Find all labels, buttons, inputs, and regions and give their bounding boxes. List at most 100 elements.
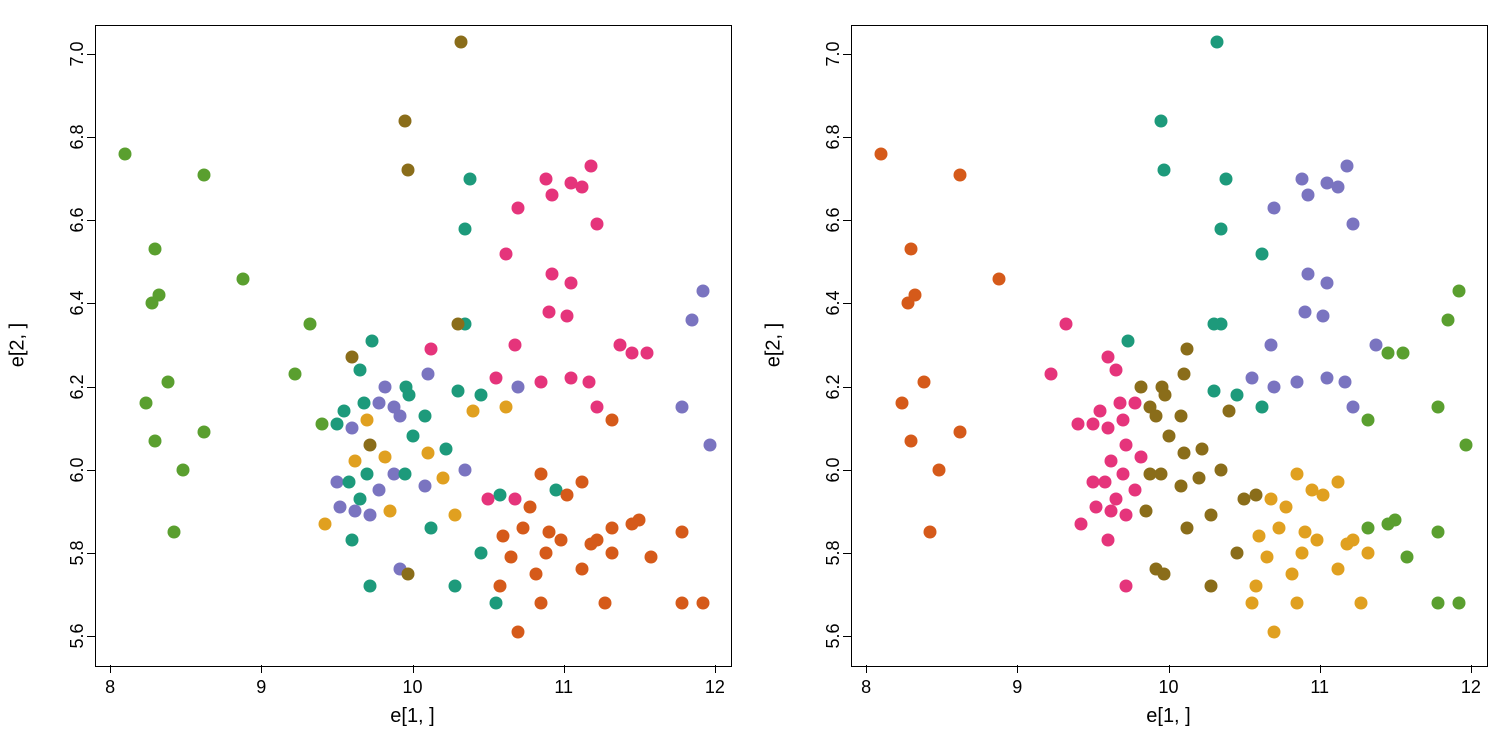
scatter-point — [1207, 318, 1220, 331]
scatter-point — [539, 172, 552, 185]
scatter-point — [1215, 463, 1228, 476]
scatter-point — [583, 376, 596, 389]
scatter-point — [1154, 467, 1167, 480]
scatter-point — [364, 580, 377, 593]
scatter-point — [361, 413, 374, 426]
scatter-point — [606, 521, 619, 534]
scatter-point — [1154, 114, 1167, 127]
scatter-point — [1291, 376, 1304, 389]
scatter-point — [436, 471, 449, 484]
x-tick-label: 10 — [402, 677, 422, 698]
scatter-point — [598, 596, 611, 609]
scatter-point — [454, 35, 467, 48]
scatter-point — [696, 284, 709, 297]
scatter-point — [1253, 530, 1266, 543]
scatter-point — [1120, 509, 1133, 522]
scatter-point — [625, 347, 638, 360]
scatter-point — [1316, 488, 1329, 501]
scatter-point — [1250, 488, 1263, 501]
y-tick-mark — [87, 54, 95, 55]
scatter-point — [1295, 546, 1308, 559]
x-axis-label: e[1, ] — [390, 705, 434, 754]
scatter-point — [333, 501, 346, 514]
scatter-point — [373, 484, 386, 497]
scatter-point — [1114, 397, 1127, 410]
scatter-point — [1071, 417, 1084, 430]
scatter-point — [303, 318, 316, 331]
scatter-point — [512, 201, 525, 214]
scatter-point — [494, 580, 507, 593]
scatter-point — [1177, 447, 1190, 460]
scatter-point — [439, 442, 452, 455]
y-tick-label: 6.0 — [67, 457, 88, 482]
scatter-point — [418, 480, 431, 493]
scatter-point — [905, 434, 918, 447]
scatter-point — [1272, 521, 1285, 534]
y-tick-label: 6.8 — [67, 125, 88, 150]
scatter-point — [1245, 596, 1258, 609]
scatter-point — [1089, 501, 1102, 514]
scatter-point — [1295, 172, 1308, 185]
scatter-point — [1204, 509, 1217, 522]
scatter-point — [535, 596, 548, 609]
scatter-point — [1086, 476, 1099, 489]
scatter-point — [1339, 376, 1352, 389]
scatter-point — [1215, 222, 1228, 235]
y-tick-mark — [843, 387, 851, 388]
scatter-point — [119, 147, 132, 160]
scatter-point — [1210, 35, 1223, 48]
x-tick-mark — [564, 665, 565, 673]
scatter-point — [1094, 405, 1107, 418]
scatter-point — [554, 534, 567, 547]
scatter-point — [1105, 455, 1118, 468]
scatter-point — [1301, 189, 1314, 202]
scatter-point — [1265, 339, 1278, 352]
scatter-point — [1354, 596, 1367, 609]
scatter-point — [1157, 164, 1170, 177]
scatter-point — [917, 376, 930, 389]
scatter-point — [176, 463, 189, 476]
x-tick-label: 9 — [256, 677, 266, 698]
scatter-point — [565, 276, 578, 289]
y-tick-mark — [87, 470, 95, 471]
scatter-point — [1139, 505, 1152, 518]
scatter-point — [421, 368, 434, 381]
x-tick-mark — [110, 665, 111, 673]
x-tick-mark — [715, 665, 716, 673]
scatter-point — [1331, 476, 1344, 489]
y-tick-mark — [87, 553, 95, 554]
x-tick-label: 12 — [1461, 677, 1481, 698]
scatter-point — [1129, 397, 1142, 410]
scatter-point — [1340, 538, 1353, 551]
x-tick-label: 8 — [861, 677, 871, 698]
scatter-point — [606, 546, 619, 559]
scatter-point — [497, 530, 510, 543]
scatter-point — [361, 467, 374, 480]
scatter-point — [1256, 401, 1269, 414]
scatter-point — [560, 488, 573, 501]
scatter-point — [401, 164, 414, 177]
scatter-point — [1460, 438, 1473, 451]
scatter-point — [149, 434, 162, 447]
scatter-point — [330, 417, 343, 430]
scatter-point — [494, 488, 507, 501]
scatter-point — [1207, 384, 1220, 397]
x-tick-mark — [261, 665, 262, 673]
scatter-point — [1401, 550, 1414, 563]
scatter-point — [1230, 546, 1243, 559]
scatter-point — [905, 243, 918, 256]
y-tick-label: 6.4 — [67, 291, 88, 316]
scatter-point — [1159, 388, 1172, 401]
scatter-point — [146, 297, 159, 310]
scatter-point — [1195, 442, 1208, 455]
scatter-point — [1245, 372, 1258, 385]
scatter-point — [1291, 467, 1304, 480]
scatter-point — [318, 517, 331, 530]
y-tick-label: 6.6 — [823, 208, 844, 233]
scatter-point — [1431, 596, 1444, 609]
x-tick-mark — [1169, 665, 1170, 673]
scatter-point — [1204, 580, 1217, 593]
scatter-point — [1260, 550, 1273, 563]
scatter-point — [500, 401, 513, 414]
x-tick-label: 10 — [1158, 677, 1178, 698]
